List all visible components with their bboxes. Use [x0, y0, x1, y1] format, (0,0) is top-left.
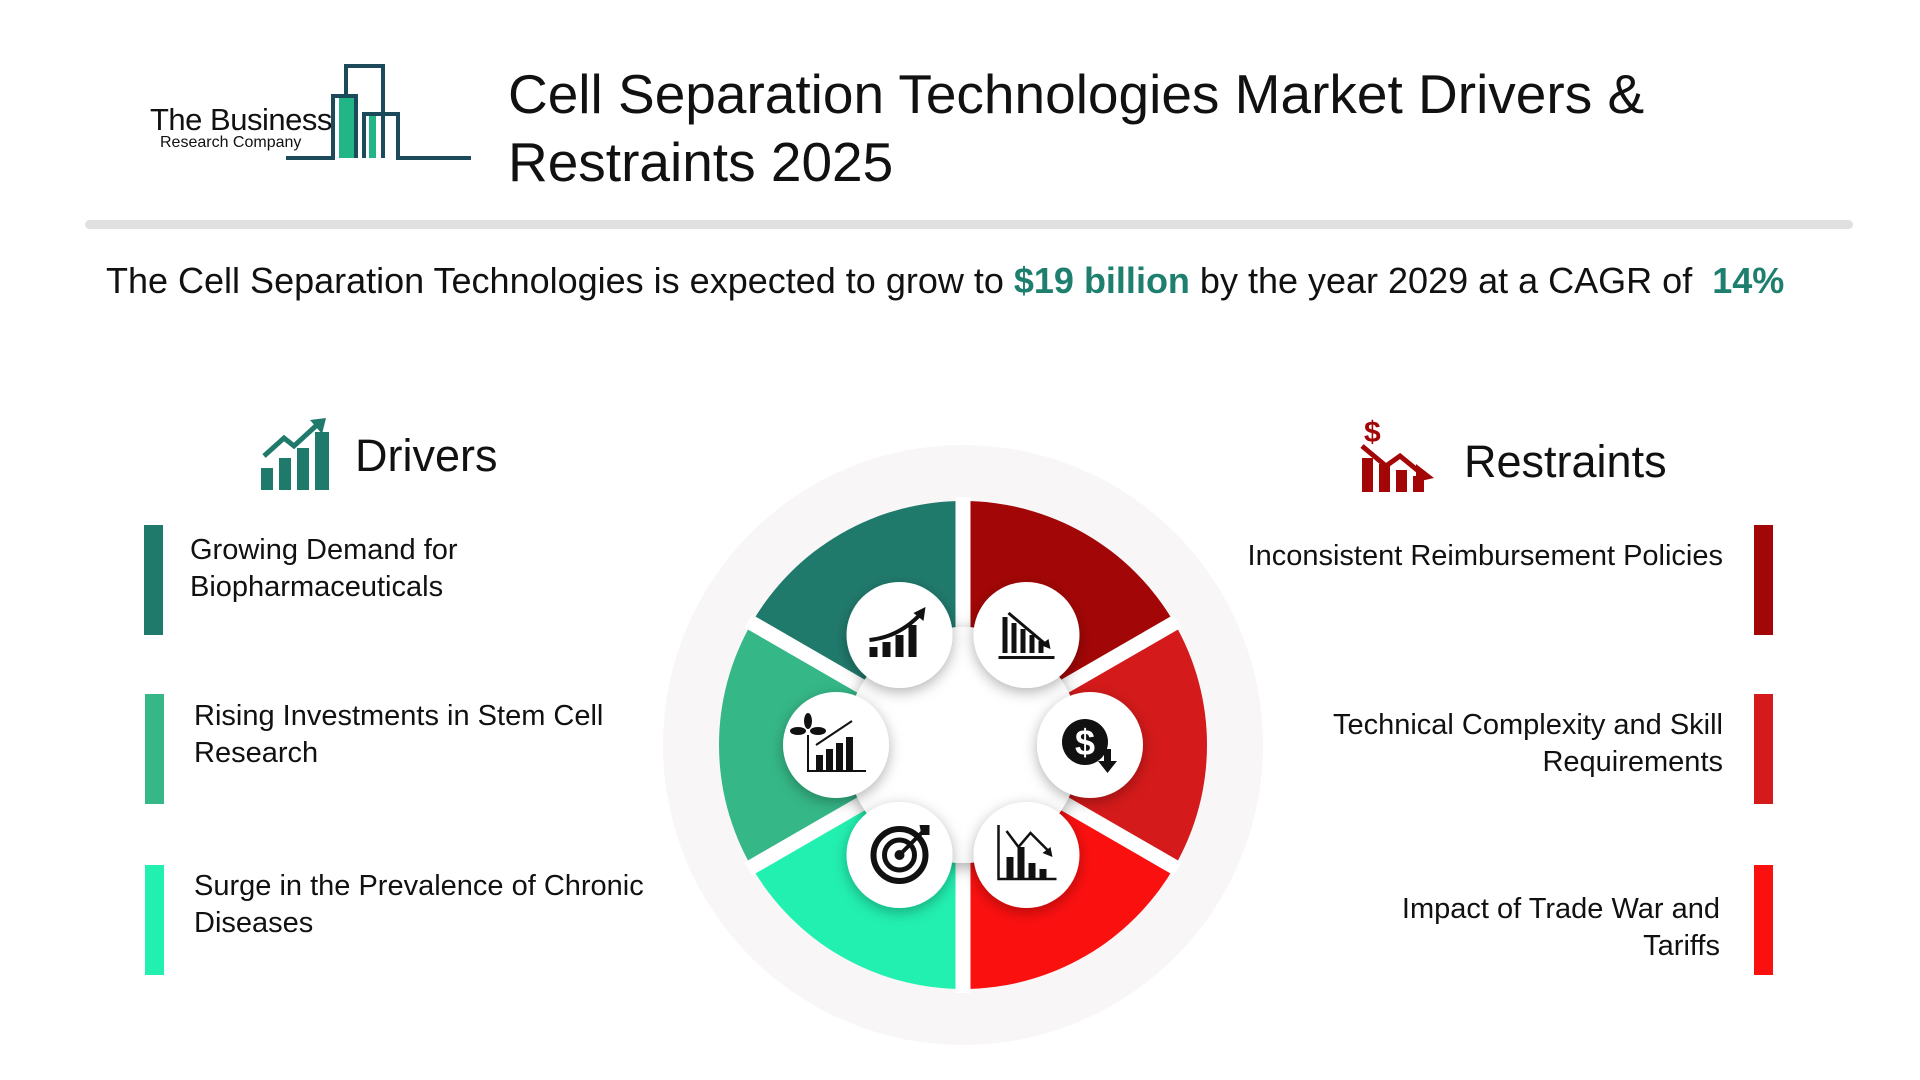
logo-text-sub: Research Company — [160, 134, 302, 151]
driver-bar-2 — [145, 694, 164, 804]
page-title: Cell Separation Technologies Market Driv… — [508, 63, 1645, 193]
driver-item-3: Surge in the Prevalence of Chronic Disea… — [194, 870, 644, 939]
market-value: $19 billion — [1013, 260, 1190, 301]
driver-item-1: Growing Demand for Biopharmaceuticals — [190, 534, 458, 603]
icon-circle — [973, 582, 1080, 689]
divider — [85, 220, 1853, 229]
restraint-item-2: Technical Complexity and Skill Requireme… — [1332, 709, 1723, 778]
restraint-item-3: Impact of Trade War and Tariffs — [1401, 893, 1720, 962]
restraint-item-1: Inconsistent Reimbursement Policies — [1247, 540, 1723, 572]
subtitle: The Cell Separation Technologies is expe… — [106, 260, 1784, 302]
subtitle-prefix: The Cell Separation Technologies is expe… — [106, 260, 1014, 301]
restraint-segment-1 — [963, 501, 1175, 686]
cagr-value: 14% — [1712, 260, 1785, 301]
logo-text-main: The Business — [150, 102, 332, 137]
driver-bar-1 — [144, 525, 163, 635]
logo: The Business Research Company — [146, 62, 471, 162]
svg-text:$: $ — [1364, 416, 1381, 449]
restraint-bar-3 — [1754, 865, 1773, 975]
restraint-bar-2 — [1754, 694, 1773, 804]
driver-bar-3 — [145, 865, 164, 975]
icon-circle — [973, 801, 1080, 908]
drivers-heading: Drivers — [355, 430, 498, 481]
restraints-heading: Restraints — [1464, 436, 1667, 487]
logo-buildings-icon — [286, 64, 471, 160]
driver-item-2: Rising Investments in Stem Cell Research — [194, 700, 604, 769]
restraint-bar-1 — [1754, 525, 1773, 635]
subtitle-middle: by the year 2029 at a CAGR of — [1189, 260, 1703, 301]
growth-bar-chart-icon — [261, 418, 329, 490]
restraint-segment-3 — [963, 804, 1175, 989]
driver-segment-3 — [751, 804, 963, 989]
driver-segment-1 — [751, 501, 963, 686]
dollar-decline-chart-icon: $ — [1360, 416, 1434, 492]
